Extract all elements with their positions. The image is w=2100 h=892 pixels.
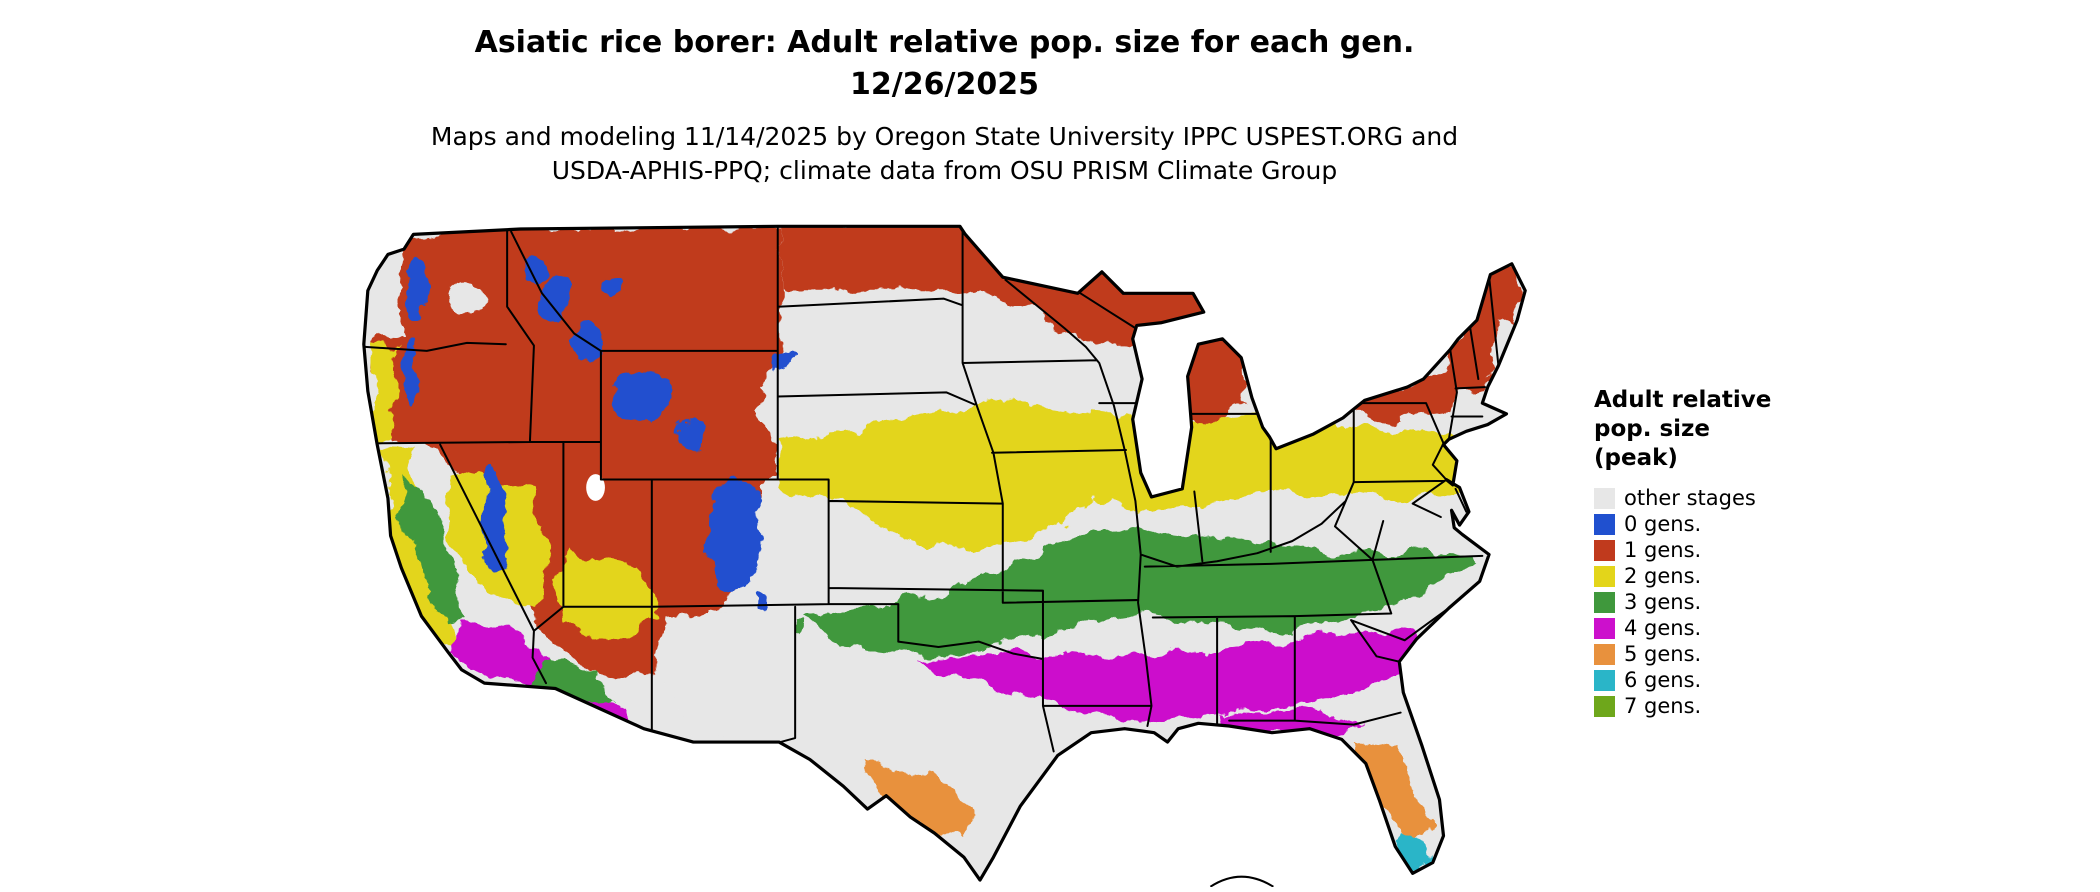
region-0-gens-north-washington bbox=[525, 255, 548, 283]
legend-item: 7 gens. bbox=[1594, 693, 1924, 719]
legend-item: 6 gens. bbox=[1594, 667, 1924, 693]
legend-item: 1 gens. bbox=[1594, 537, 1924, 563]
legend-item-label: 4 gens. bbox=[1624, 616, 1702, 640]
region-0-gens-black-hills bbox=[773, 350, 793, 370]
subtitle-block: Maps and modeling 11/14/2025 by Oregon S… bbox=[0, 120, 1889, 188]
legend-item: 4 gens. bbox=[1594, 615, 1924, 641]
region-0-gens-cascades-or bbox=[401, 338, 418, 409]
great-salt-lake bbox=[586, 474, 605, 501]
legend-swatch-3-gens bbox=[1594, 591, 1615, 613]
region-0-gens-sierra bbox=[481, 470, 506, 572]
legend-item: other stages bbox=[1594, 485, 1924, 511]
legend-swatch-2-gens bbox=[1594, 565, 1615, 587]
subtitle-line-2: USDA-APHIS-PPQ; climate data from OSU PR… bbox=[551, 156, 1338, 185]
region-0-gens-montana-west bbox=[604, 278, 624, 301]
legend-swatch-other-stages bbox=[1594, 487, 1615, 509]
legend-item-label: 3 gens. bbox=[1624, 590, 1702, 614]
legend-swatch-1-gens bbox=[1594, 539, 1615, 561]
legend-item: 5 gens. bbox=[1594, 641, 1924, 667]
legend-swatch-4-gens bbox=[1594, 617, 1615, 639]
us-outline bbox=[362, 224, 1527, 882]
page-title-date: 12/26/2025 bbox=[850, 67, 1039, 102]
legend-item-label: other stages bbox=[1624, 486, 1756, 510]
region-other-new-mexico bbox=[654, 609, 794, 739]
us-map-container bbox=[333, 214, 1552, 887]
region-other-columbia-basin bbox=[448, 282, 486, 315]
legend-item: 2 gens. bbox=[1594, 563, 1924, 589]
legend-item-label: 6 gens. bbox=[1624, 668, 1702, 692]
state-borders bbox=[364, 226, 1500, 753]
legend: Adult relative pop. size (peak) other st… bbox=[1594, 386, 1924, 719]
region-2-gens-utah-arizona bbox=[558, 553, 658, 645]
legend-title: Adult relative pop. size (peak) bbox=[1594, 386, 1924, 473]
region-0-gens-wind-river bbox=[678, 420, 706, 453]
legend-title-line-2: pop. size bbox=[1594, 416, 1711, 442]
legend-item-label: 2 gens. bbox=[1624, 564, 1702, 588]
legend-item-label: 5 gens. bbox=[1624, 642, 1702, 666]
region-4-gens-south-band bbox=[922, 630, 1429, 722]
map-fill-layers bbox=[363, 226, 1526, 881]
legend-item-label: 1 gens. bbox=[1624, 538, 1702, 562]
legend-title-line-3: (peak) bbox=[1594, 445, 1678, 471]
us-map bbox=[362, 224, 1527, 887]
region-0-gens-yellowstone bbox=[611, 369, 671, 424]
region-1-gens-west bbox=[373, 226, 782, 682]
region-5-gens-florida bbox=[1353, 743, 1432, 846]
region-other-adirondacks bbox=[1419, 344, 1449, 377]
legend-item-label: 7 gens. bbox=[1624, 694, 1702, 718]
region-0-gens-cascades-wa bbox=[406, 257, 426, 322]
legend-items: other stages 0 gens. 1 gens. 2 gens. 3 g… bbox=[1594, 485, 1924, 719]
legend-item: 3 gens. bbox=[1594, 589, 1924, 615]
region-2-gens-oregon-valley bbox=[373, 346, 395, 438]
legend-swatch-0-gens bbox=[1594, 513, 1615, 535]
legend-swatch-6-gens bbox=[1594, 669, 1615, 691]
legend-item-label: 0 gens. bbox=[1624, 512, 1702, 536]
region-0-gens-idaho-north bbox=[540, 277, 568, 321]
legend-swatch-7-gens bbox=[1594, 695, 1615, 717]
legend-swatch-5-gens bbox=[1594, 643, 1615, 665]
page-title: Asiatic rice borer: Adult relative pop. … bbox=[474, 25, 1415, 60]
title-block: Asiatic rice borer: Adult relative pop. … bbox=[0, 22, 1889, 188]
region-4-gens-socal bbox=[456, 620, 545, 688]
region-5-gens-south-texas bbox=[866, 762, 974, 840]
subtitle-line-1: Maps and modeling 11/14/2025 by Oregon S… bbox=[430, 122, 1459, 151]
legend-item: 0 gens. bbox=[1594, 511, 1924, 537]
legend-title-line-1: Adult relative bbox=[1594, 387, 1772, 413]
region-3-gens-california-valley bbox=[397, 478, 465, 621]
partial-inset-outline bbox=[1209, 875, 1274, 887]
region-0-gens-colorado-rockies bbox=[708, 478, 762, 591]
